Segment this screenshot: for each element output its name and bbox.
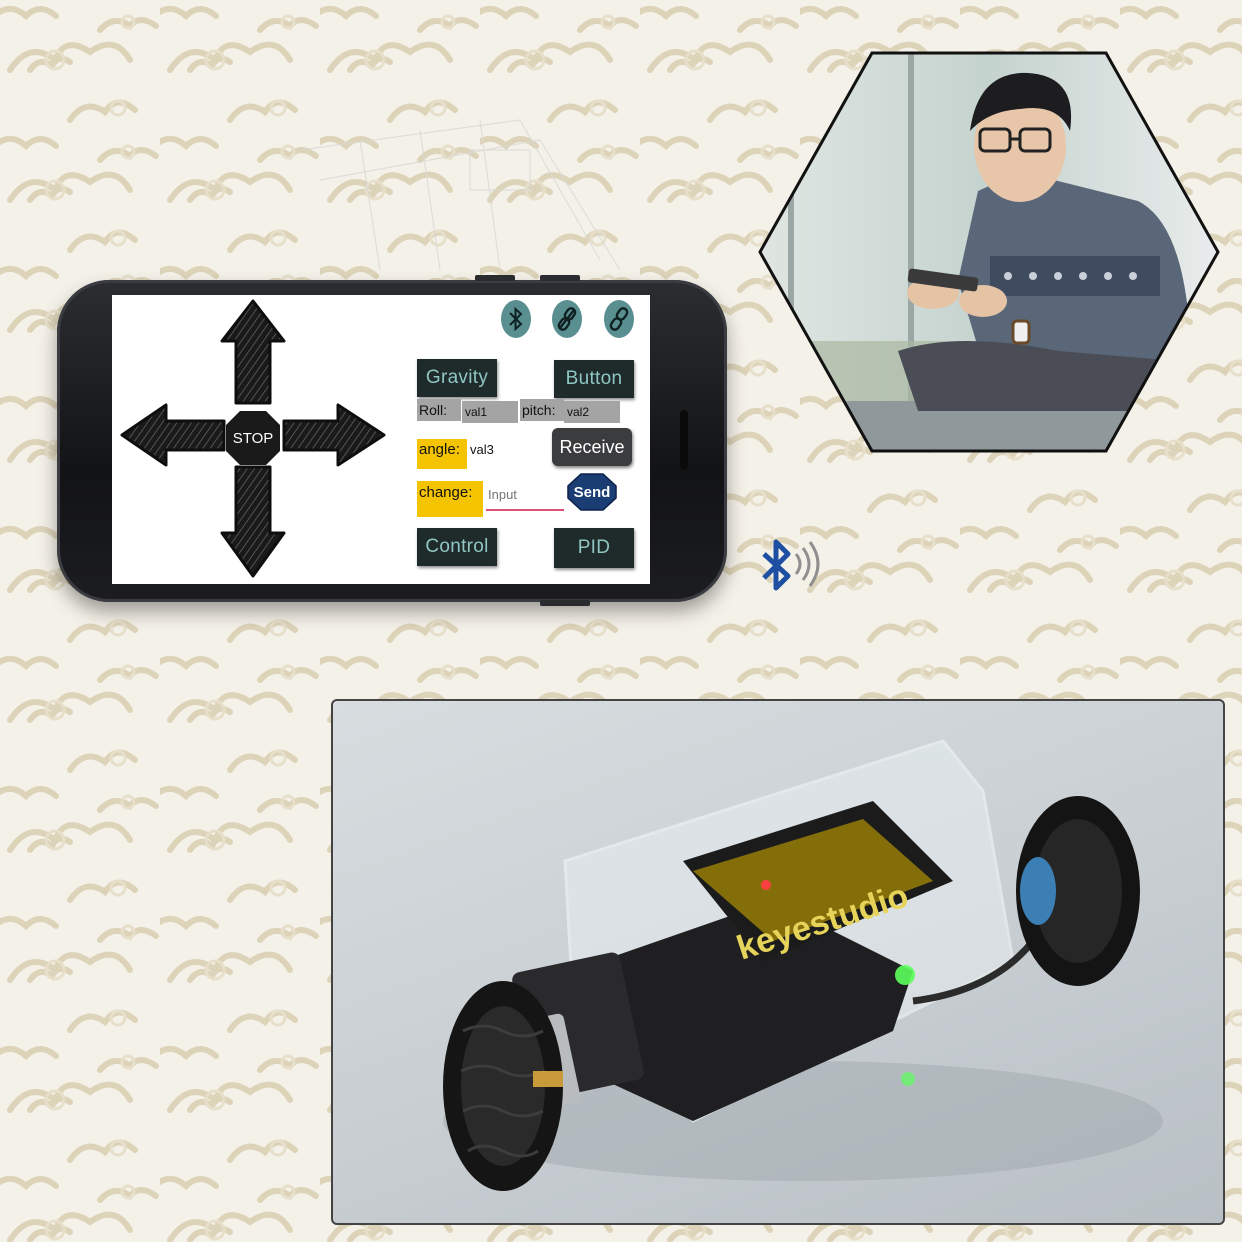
bluetooth-signal-icon [762,539,820,591]
stop-label: STOP [233,430,274,447]
link-broken-icon [557,307,577,331]
send-label: Send [574,484,611,501]
disconnect-button[interactable] [552,300,582,338]
bluetooth-connect-button[interactable] [501,300,531,338]
angle-value: val3 [470,442,494,457]
arrow-up-button[interactable] [220,299,286,405]
arrow-down-button[interactable] [220,465,286,578]
roll-value: val1 [462,401,518,423]
arrow-right-button[interactable] [282,403,386,467]
phone-power-button [540,600,590,606]
roll-label: Roll: [417,399,461,421]
bluetooth-icon [509,306,523,332]
link-icon [609,307,629,331]
app-screen: STOP Gravity Button Roll: val1 pitch: va [112,295,650,584]
receive-button[interactable]: Receive [552,428,632,466]
pitch-value: val2 [564,401,620,423]
pitch-label: pitch: [520,399,564,421]
arrow-left-button[interactable] [120,403,226,467]
button-mode-button[interactable]: Button [554,360,634,398]
stop-button[interactable]: STOP [226,411,280,465]
change-label: change: [417,481,483,517]
direction-pad: STOP [120,299,386,578]
balance-robot-photo: keyestudio [331,699,1225,1225]
angle-label: angle: [417,439,467,469]
link-button[interactable] [604,300,634,338]
gravity-button[interactable]: Gravity [417,359,497,397]
phone-speaker [680,410,688,470]
control-button[interactable]: Control [417,528,497,566]
change-input[interactable] [486,483,564,511]
phone-volume-button [475,275,515,281]
person-using-phone-photo [758,51,1220,453]
send-button[interactable]: Send [566,472,618,512]
balance-robot-image: keyestudio [443,739,1163,1191]
phone-volume-button [540,275,580,281]
pid-button[interactable]: PID [554,528,634,568]
